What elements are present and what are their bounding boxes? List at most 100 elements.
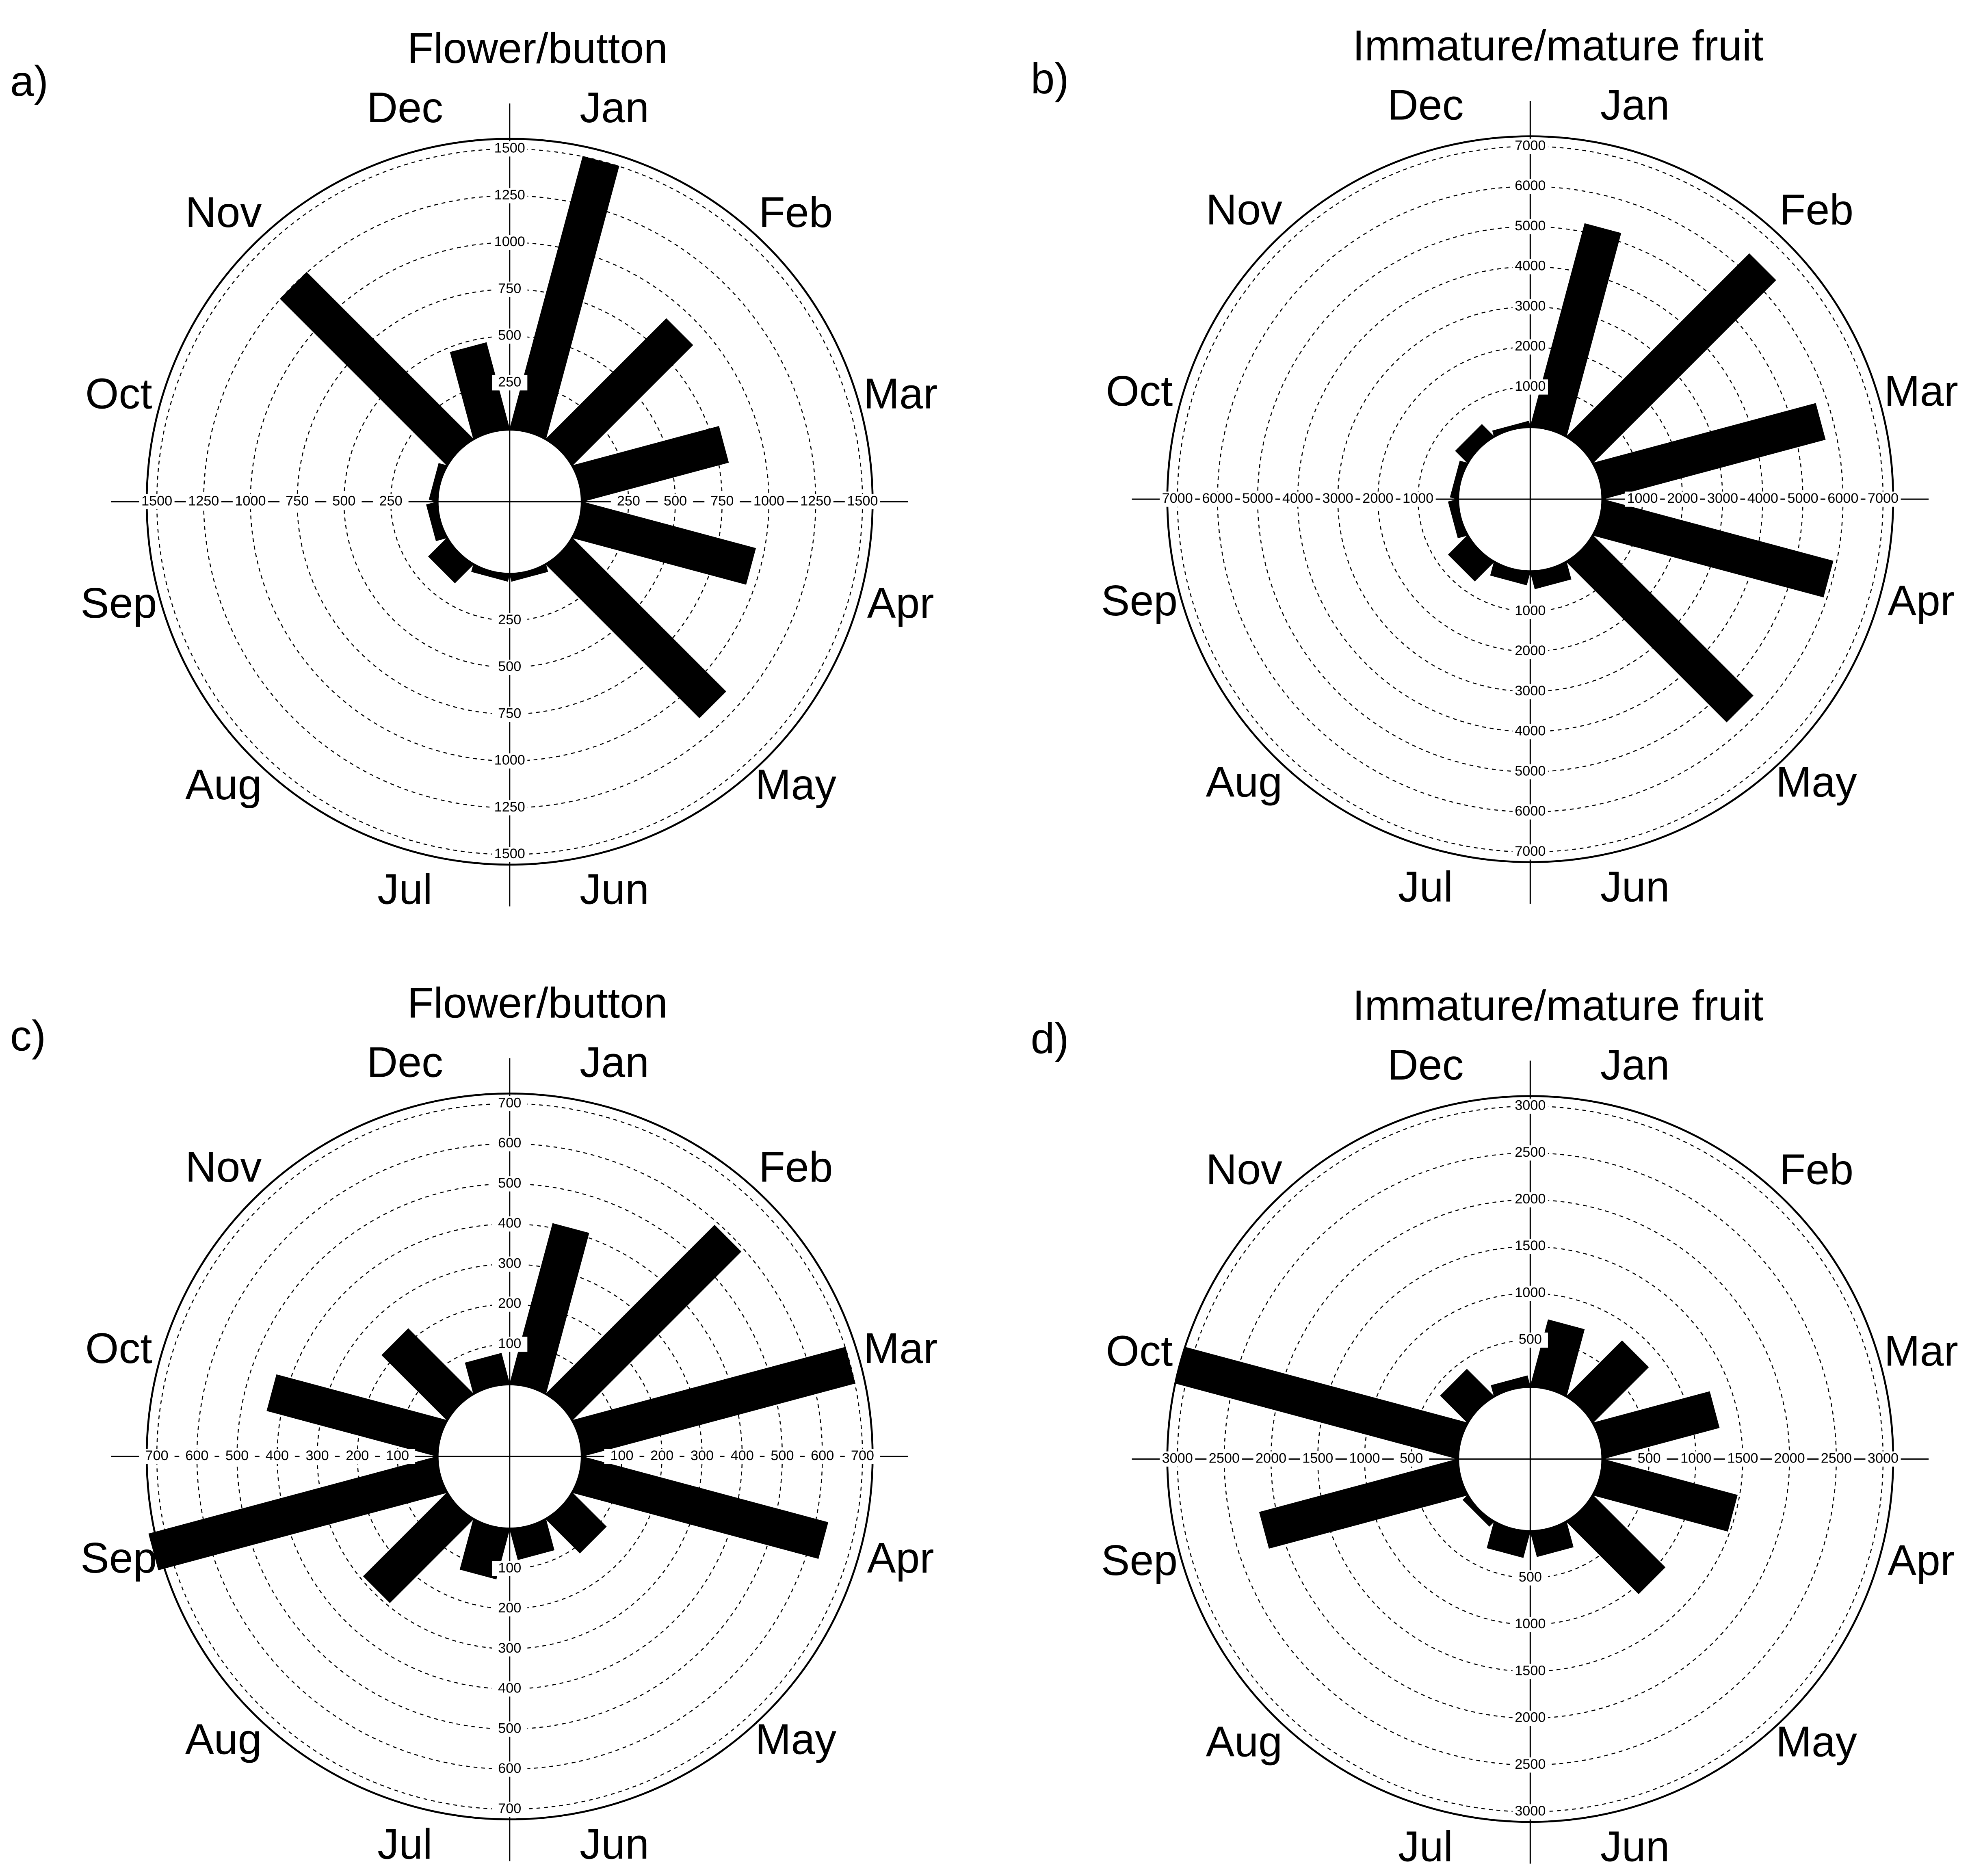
month-label: May bbox=[755, 1716, 836, 1763]
tick-label-bg bbox=[259, 1449, 295, 1464]
tick-label-bg bbox=[1240, 491, 1275, 507]
month-label: Jun bbox=[580, 866, 649, 913]
month-label: Apr bbox=[1888, 577, 1955, 625]
tick-label: 100 bbox=[498, 1336, 521, 1351]
tick-label: 3000 bbox=[1162, 1450, 1193, 1466]
tick-label-bg bbox=[492, 1561, 528, 1576]
tick-label-bg bbox=[1199, 491, 1236, 507]
tick-label: 300 bbox=[498, 1640, 521, 1656]
month-label: Mar bbox=[1884, 367, 1958, 415]
month-label: Jul bbox=[377, 866, 432, 913]
tick-label: 400 bbox=[266, 1448, 289, 1463]
tick-label: 7000 bbox=[1515, 844, 1546, 859]
tick-label-bg bbox=[1512, 804, 1548, 820]
tick-label: 100 bbox=[610, 1448, 633, 1463]
tick-label: 1000 bbox=[1515, 1285, 1546, 1300]
tick-label: 5000 bbox=[1242, 491, 1273, 506]
tick-label: 750 bbox=[498, 281, 521, 296]
tick-label-bg bbox=[1512, 1285, 1548, 1301]
tick-label: 1000 bbox=[235, 493, 266, 508]
chart-title: Flower/button bbox=[407, 24, 668, 72]
tick-label-bg bbox=[492, 188, 528, 203]
tick-label: 1500 bbox=[141, 493, 172, 508]
chart-title: Immature/mature fruit bbox=[1353, 982, 1764, 1030]
tick-label: 1000 bbox=[1515, 603, 1546, 618]
tick-label: 400 bbox=[498, 1216, 521, 1231]
bar bbox=[1448, 531, 1498, 582]
bar bbox=[1587, 1457, 1738, 1532]
tick-label: 1000 bbox=[1349, 1450, 1380, 1466]
tick-label: 2500 bbox=[1515, 1757, 1546, 1772]
tick-label-bg bbox=[1825, 491, 1861, 507]
tick-label-bg bbox=[1394, 1451, 1429, 1467]
tick-label: 1000 bbox=[753, 493, 784, 508]
tick-label-bg bbox=[1512, 138, 1548, 154]
tick-label: 1000 bbox=[1515, 379, 1546, 394]
tick-label: 6000 bbox=[1515, 803, 1546, 819]
month-label: Jul bbox=[1398, 863, 1453, 911]
month-label: Sep bbox=[1101, 1536, 1178, 1584]
tick-label: 600 bbox=[498, 1135, 521, 1151]
bar bbox=[1455, 424, 1498, 467]
tick-label: 1000 bbox=[1515, 1616, 1546, 1631]
tick-label-bg bbox=[492, 1296, 528, 1312]
tick-label: 4000 bbox=[1282, 491, 1313, 506]
tick-label-bg bbox=[1512, 644, 1548, 659]
panel-label: b) bbox=[1031, 55, 1069, 103]
month-label: Jan bbox=[1600, 81, 1670, 129]
bar bbox=[1562, 253, 1776, 467]
tick-label-bg bbox=[1512, 219, 1548, 234]
tick-label: 2000 bbox=[1362, 491, 1393, 506]
tick-label-bg bbox=[492, 1216, 528, 1232]
tick-label-bg bbox=[492, 1096, 528, 1112]
tick-label: 2500 bbox=[1515, 1145, 1546, 1160]
bar bbox=[1587, 1391, 1720, 1461]
tick-label-bg bbox=[1512, 299, 1548, 315]
tick-label: 1250 bbox=[494, 799, 525, 815]
tick-label-bg bbox=[1512, 1664, 1548, 1679]
tick-label-bg bbox=[704, 494, 740, 510]
chart-title: Immature/mature fruit bbox=[1353, 22, 1764, 70]
month-label: Jan bbox=[1600, 1041, 1670, 1089]
tick-label-bg bbox=[1253, 1451, 1289, 1467]
tick-label-bg bbox=[492, 235, 528, 250]
tick-label: 500 bbox=[1519, 1569, 1542, 1585]
tick-label: 600 bbox=[185, 1448, 208, 1463]
month-label: Jan bbox=[580, 1039, 649, 1086]
tick-label-bg bbox=[844, 1449, 881, 1464]
tick-label: 1250 bbox=[188, 493, 219, 508]
month-label: Dec bbox=[367, 1039, 443, 1086]
tick-label: 600 bbox=[811, 1448, 834, 1463]
tick-label: 200 bbox=[650, 1448, 673, 1463]
tick-label-bg bbox=[139, 494, 175, 510]
rose-chart: a) Flower/button Jan Feb Mar Apr May Jun Jul Aug S… bbox=[10, 24, 937, 913]
tick-label: 5000 bbox=[1515, 218, 1546, 234]
tick-label-bg bbox=[1360, 491, 1396, 507]
tick-label-bg bbox=[1865, 1451, 1901, 1467]
panel-label: d) bbox=[1031, 1015, 1069, 1062]
tick-label-bg bbox=[492, 328, 528, 344]
tick-label: 1000 bbox=[494, 234, 525, 249]
bar bbox=[567, 500, 756, 585]
month-label: Nov bbox=[1206, 186, 1282, 234]
tick-label: 500 bbox=[498, 659, 521, 674]
tick-label: 400 bbox=[498, 1681, 521, 1696]
tick-label: 7000 bbox=[1162, 491, 1193, 506]
tick-label: 7000 bbox=[1868, 491, 1899, 506]
tick-label-bg bbox=[1347, 1451, 1383, 1467]
tick-label-bg bbox=[232, 494, 268, 510]
tick-label: 700 bbox=[498, 1801, 521, 1816]
tick-label-bg bbox=[340, 1449, 375, 1464]
tick-label: 1250 bbox=[800, 493, 831, 508]
tick-label: 3000 bbox=[1515, 298, 1546, 314]
tick-label-bg bbox=[1320, 491, 1356, 507]
tick-label: 700 bbox=[498, 1095, 521, 1110]
bar bbox=[567, 1455, 829, 1559]
bar bbox=[1562, 531, 1754, 723]
tick-label: 1000 bbox=[1680, 1450, 1711, 1466]
tick-label: 2000 bbox=[1667, 491, 1698, 506]
tick-label-bg bbox=[604, 1449, 640, 1464]
tick-label: 1000 bbox=[494, 753, 525, 768]
tick-label: 6000 bbox=[1202, 491, 1233, 506]
bar bbox=[1259, 1457, 1473, 1549]
